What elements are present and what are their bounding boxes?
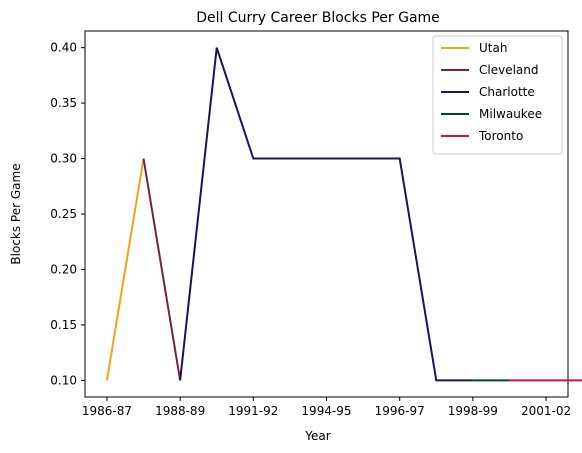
y-axis: 0.10 0.15 0.20 0.25 0.30 0.35 0.40 [50,41,85,387]
y-tick-label: 0.20 [50,262,77,276]
series-line-charlotte [179,47,473,382]
legend-frame [432,35,563,155]
y-tick-label: 0.40 [50,41,77,55]
legend-label-charlotte: Charlotte [479,85,535,99]
y-axis-label: Blocks Per Game [9,163,23,264]
series-line-cleveland [142,158,182,381]
chart-title: Dell Curry Career Blocks Per Game [196,10,440,26]
x-tick-label: 1994-95 [301,404,351,418]
legend-label-cleveland: Cleveland [479,63,539,77]
x-tick-label: 1991-92 [228,404,278,418]
legend-label-toronto: Toronto [478,129,523,143]
y-tick-label: 0.10 [50,373,77,387]
x-tick-label: 1986-87 [82,404,132,418]
series-line-utah [105,158,145,381]
series-layer [105,47,582,382]
legend: Utah Cleveland Charlotte Milwaukee Toronto [432,35,563,155]
legend-label-milwaukee: Milwaukee [479,107,542,121]
y-tick-label: 0.30 [50,152,77,166]
x-tick-label: 1988-89 [155,404,205,418]
x-axis: 1986-87 1988-89 1991-92 1994-95 1996-97 1998-… [82,397,571,418]
x-tick-label: 1996-97 [375,404,425,418]
x-axis-label: Year [304,429,330,443]
y-tick-label: 0.35 [50,96,77,110]
legend-label-utah: Utah [479,41,507,55]
y-tick-label: 0.25 [50,207,77,221]
y-tick-label: 0.15 [50,318,77,332]
x-tick-label: 2001-02 [521,404,571,418]
x-tick-label: 1998-99 [448,404,498,418]
